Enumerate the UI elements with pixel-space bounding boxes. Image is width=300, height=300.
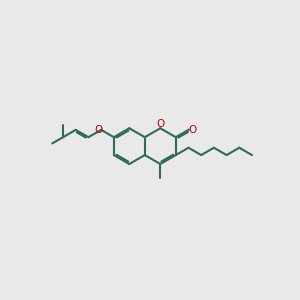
Text: O: O [95,125,103,135]
Text: O: O [156,119,164,129]
Text: O: O [188,124,196,135]
